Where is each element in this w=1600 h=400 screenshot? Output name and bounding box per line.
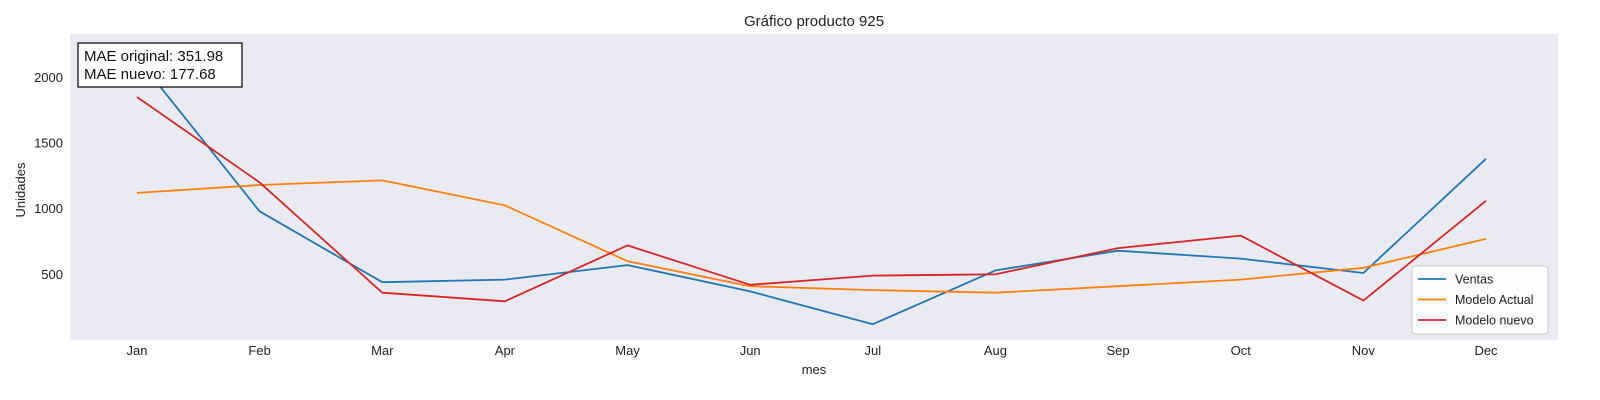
x-tick-label: Dec xyxy=(1474,343,1498,358)
plot-area xyxy=(70,34,1558,340)
mae-annotation: MAE original: 351.98 MAE nuevo: 177.68 xyxy=(77,42,243,88)
legend-label: Modelo nuevo xyxy=(1455,314,1534,328)
y-tick-label: 500 xyxy=(41,267,63,282)
legend-label: Modelo Actual xyxy=(1455,293,1534,307)
series-line-modelo-nuevo xyxy=(136,96,1487,303)
x-tick-label: Jan xyxy=(127,343,148,358)
y-axis-title: Unidades xyxy=(13,162,28,217)
x-tick-label: Jun xyxy=(740,343,761,358)
x-tick-label: Oct xyxy=(1231,343,1252,358)
legend-box xyxy=(1411,265,1549,335)
x-tick-label: Nov xyxy=(1352,343,1376,358)
x-axis-title: mes xyxy=(802,362,827,377)
legend: Ventas Modelo Actual Modelo nuevo xyxy=(1411,265,1549,335)
mae-annotation-box xyxy=(77,42,243,88)
x-tick-label: Jul xyxy=(865,343,882,358)
mae-nuevo-label: MAE nuevo: 177.68 xyxy=(84,66,216,83)
x-tick-label: Aug xyxy=(984,343,1007,358)
x-tick-label: Apr xyxy=(495,343,516,358)
x-tick-label: Mar xyxy=(371,343,394,358)
chart-title: Gráfico producto 925 xyxy=(744,13,884,30)
y-tick-label: 1500 xyxy=(34,136,63,151)
series-lines xyxy=(136,57,1487,326)
mae-original-label: MAE original: 351.98 xyxy=(84,48,223,65)
y-axis-ticks: 500 1000 1500 2000 xyxy=(34,70,63,282)
x-tick-label: Sep xyxy=(1107,343,1130,358)
y-tick-label: 1000 xyxy=(34,201,63,216)
x-tick-label: May xyxy=(615,343,640,358)
series-line-modelo-actual xyxy=(136,179,1487,294)
x-axis-ticks: Jan Feb Mar Apr May Jun Jul Aug Sep Oct Nov Dec xyxy=(127,343,1499,358)
legend-label: Ventas xyxy=(1455,273,1493,287)
series-line-ventas xyxy=(136,57,1487,326)
x-tick-label: Feb xyxy=(248,343,270,358)
y-tick-label: 2000 xyxy=(34,70,63,85)
